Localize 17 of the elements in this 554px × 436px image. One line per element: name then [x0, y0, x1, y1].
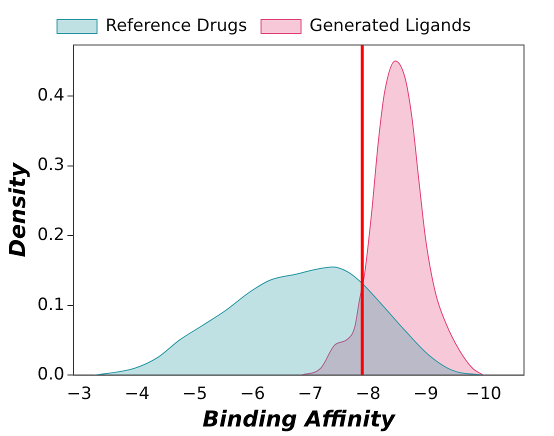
- y-tick-label: 0.4: [37, 85, 64, 106]
- x-tick-label: −8: [356, 384, 381, 404]
- x-tick-label: −10: [466, 384, 502, 404]
- y-tick-label: 0.0: [37, 364, 64, 385]
- x-tick-label: −9: [413, 384, 438, 404]
- x-tick-label: −4: [124, 384, 150, 404]
- x-tick-label: −5: [182, 384, 208, 404]
- x-tick-label: −7: [298, 384, 323, 404]
- y-tick-label: 0.3: [37, 155, 64, 176]
- legend-label: Generated Ligands: [310, 16, 472, 36]
- legend-label: Reference Drugs: [106, 16, 248, 36]
- x-axis-title: Binding Affinity: [202, 408, 397, 433]
- y-tick-label: 0.1: [37, 294, 64, 315]
- y-tick-label: 0.2: [37, 225, 64, 245]
- y-axis-title: Density: [6, 161, 31, 258]
- x-tick-label: −6: [240, 384, 266, 404]
- x-tick-label: −3: [66, 384, 92, 404]
